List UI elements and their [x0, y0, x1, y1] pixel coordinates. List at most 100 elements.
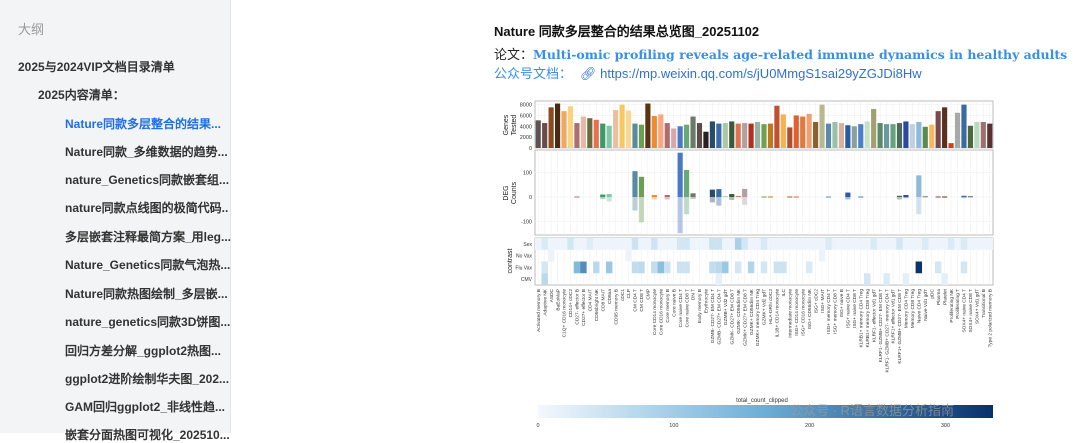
heatmap-cell — [934, 261, 942, 274]
genes-bar — [632, 123, 638, 148]
paper-title-link[interactable]: Multi-omic profiling reveals age-related… — [533, 47, 1068, 62]
outline-item[interactable]: GAM回归ggplot2_非线性趋... — [65, 400, 225, 414]
heatmap-cell — [928, 238, 935, 250]
x-tick-label: Core naive CD8 T — [684, 289, 690, 327]
outline-item[interactable]: 2025内容清单： — [38, 88, 125, 102]
y-tick-label: 0 — [529, 146, 532, 152]
x-tick-label: Core naive CD4 T — [678, 289, 684, 327]
genes-bar — [625, 110, 632, 148]
genes-bar — [593, 119, 599, 148]
watermark-text: 公众号 · R语言数据分析指南 — [790, 403, 954, 418]
colorbar — [538, 405, 993, 418]
heatmap-cell — [625, 238, 632, 250]
outline-item[interactable]: 2025与2024VIP文档目录清单 — [18, 60, 175, 74]
deg-down-bar — [606, 197, 612, 202]
genes-bar — [567, 106, 574, 148]
outline-item[interactable]: 多层嵌套注释最简方案_用leg... — [65, 230, 232, 244]
heatmap-cell — [780, 261, 787, 274]
outline-item[interactable]: 嵌套分面热图可视化_202510... — [65, 428, 230, 442]
heatmap-cell — [973, 238, 981, 250]
outline-item[interactable]: Nature_Genetics同款气泡热... — [65, 258, 231, 272]
heatmap-cell — [612, 238, 619, 250]
genes-bar — [825, 123, 832, 148]
deg-up-bar — [664, 195, 670, 197]
deg-down-bar — [677, 197, 683, 234]
heatmap-cell — [760, 261, 768, 274]
paper-label: 论文： — [494, 47, 534, 62]
x-tick-label: KLRF1- GZMB+ CD27- memory CD4 T — [884, 289, 890, 373]
deg-up-bar — [690, 193, 696, 197]
deg-down-bar — [664, 197, 670, 200]
x-tick-label: CM CD4 T — [633, 289, 639, 312]
genes-axis-label: Tested — [511, 115, 518, 136]
x-tick-label: GZMK+ CD27+ EM CD8 T — [742, 289, 748, 346]
genes-bar — [819, 104, 825, 148]
outline-item[interactable]: Nature同款_多维数据的趋势... — [65, 145, 228, 159]
outline-item[interactable]: Nature同款热图绘制_多层嵌... — [65, 287, 228, 301]
heatmap-cell — [722, 261, 729, 274]
outline-item[interactable]: Nature同款多层整合的结果... — [65, 117, 222, 131]
genes-bar — [832, 121, 838, 148]
deg-up-bar — [845, 192, 851, 197]
contrast-axis-label: contrast — [507, 248, 514, 273]
heatmap-cell — [812, 238, 819, 250]
deg-up-bar — [916, 175, 922, 197]
deg-up-bar — [761, 196, 767, 198]
y-tick-label: 6000 — [520, 113, 532, 119]
heatmap-cell — [541, 238, 548, 250]
wechat-line: 公众号文档： 🔗︎ https://mp.weixin.qq.com/s/jU0M… — [494, 63, 922, 82]
x-tick-label: GZMK+ memory CD4 Treg — [755, 289, 761, 347]
heatmap-cell — [883, 238, 890, 250]
x-tick-label: SOX4+ naive CD8 T — [968, 289, 974, 333]
x-tick-label: DN T — [691, 289, 697, 300]
heatmap-cell — [683, 261, 690, 274]
genes-bar — [942, 107, 948, 148]
x-tick-label: Adaptive NK — [542, 288, 548, 315]
y-tick-label: -100 — [521, 220, 532, 226]
heatmap-cell — [741, 238, 748, 250]
heatmap-cell — [980, 238, 987, 250]
heatmap-cell — [670, 238, 677, 250]
heatmap-cell — [799, 238, 806, 250]
x-tick-label: Erythrocyte — [704, 289, 710, 314]
x-tick-label: ISG+ memory CD4 T — [826, 289, 832, 334]
heatmap-cell — [773, 238, 781, 250]
heatmap-cell — [715, 261, 723, 274]
heatmap-cell — [689, 238, 697, 250]
heatmap-cell — [934, 238, 942, 250]
outline-item[interactable]: ggplot2进阶绘制华夫图_202... — [65, 372, 230, 386]
wechat-url-link[interactable]: 🔗︎ https://mp.weixin.qq.com/s/jU0MmgS1sa… — [580, 66, 922, 81]
x-tick-label: CD95 memory B — [613, 289, 619, 324]
outline-item[interactable]: nature_Genetics同款嵌套组... — [65, 173, 230, 187]
heatmap-cell — [651, 238, 658, 250]
deg-down-bar — [903, 197, 909, 199]
x-tick-label: BaEoMaP — [555, 289, 561, 311]
row-label: Sex — [523, 242, 532, 248]
heatmap-cell — [651, 261, 658, 274]
deg-up-bar — [903, 195, 909, 197]
outline-item[interactable]: nature同款点线图的极简代码.. — [65, 201, 229, 215]
heatmap-cell — [805, 238, 813, 250]
genes-bar — [690, 116, 696, 148]
heatmap-cell — [734, 238, 742, 250]
genes-bar — [845, 125, 851, 148]
outline-item[interactable]: 回归方差分解_ggplot2热图... — [65, 344, 222, 358]
heatmap-cell — [909, 238, 916, 250]
x-tick-label: Core naive B — [671, 289, 677, 317]
heatmap-cell — [793, 238, 800, 250]
heatmap-cell — [709, 238, 716, 250]
x-tick-label: CM CD8 T — [639, 289, 645, 312]
x-tick-label: GZMB- CD27- EM CD4 T — [710, 289, 716, 343]
genes-bar — [864, 121, 870, 148]
heatmap-cell — [986, 238, 993, 250]
row-label: CMV — [521, 277, 533, 283]
outline-item[interactable]: nature_genetics同款3D饼图... — [65, 315, 231, 329]
legend-tick-label: 300 — [941, 423, 950, 429]
deg-up-bar — [922, 196, 928, 198]
heatmap-cell — [560, 238, 568, 250]
deg-down-bar — [651, 197, 657, 200]
heatmap-cell — [896, 238, 903, 250]
y-tick-label: 0 — [529, 195, 532, 201]
genes-bar — [929, 124, 935, 148]
x-tick-label: CMP — [646, 289, 652, 300]
